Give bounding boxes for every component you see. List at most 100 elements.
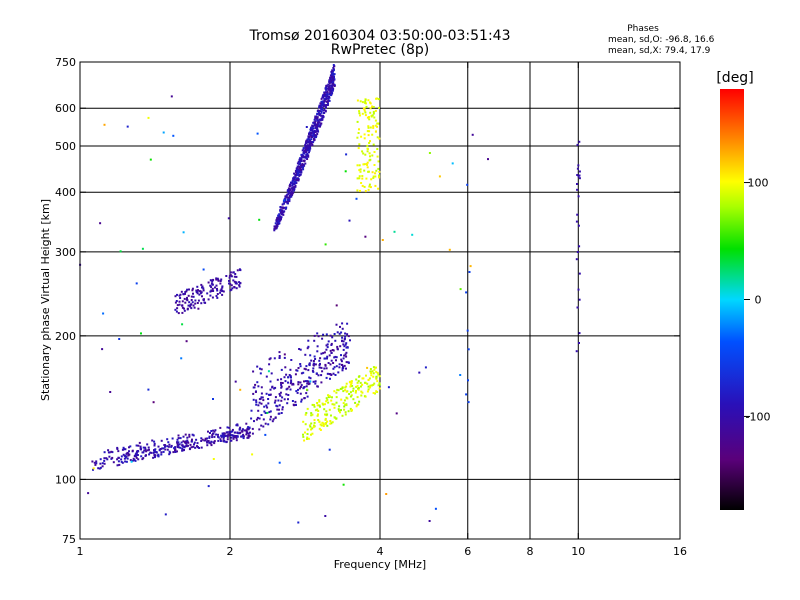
data-point	[287, 394, 290, 396]
data-point	[176, 304, 179, 307]
data-point	[181, 306, 184, 309]
data-point	[318, 366, 321, 369]
colorbar-tick-label: 0	[755, 294, 762, 307]
data-point	[356, 99, 359, 102]
data-point	[469, 265, 472, 268]
data-point	[366, 390, 369, 393]
data-point	[306, 149, 309, 151]
data-point	[378, 106, 380, 109]
data-point	[216, 296, 219, 299]
data-point	[166, 445, 169, 448]
data-point	[281, 209, 284, 212]
data-point	[331, 73, 334, 76]
data-point	[226, 435, 229, 438]
data-point	[290, 376, 292, 379]
data-point	[342, 348, 345, 351]
data-point	[328, 448, 331, 451]
data-point	[312, 367, 315, 370]
data-point	[215, 295, 218, 297]
data-point	[187, 441, 190, 444]
data-point	[252, 392, 255, 395]
data-point	[286, 402, 289, 405]
data-point	[238, 268, 241, 271]
data-point	[375, 390, 378, 393]
data-point	[333, 406, 336, 409]
data-point	[395, 412, 398, 415]
data-point	[326, 420, 329, 423]
data-point	[376, 148, 379, 150]
data-point	[155, 451, 158, 454]
data-point	[339, 411, 341, 414]
data-point	[97, 467, 100, 470]
data-point	[200, 302, 203, 305]
data-point	[264, 412, 267, 414]
data-point	[288, 185, 291, 188]
data-point	[331, 396, 333, 399]
data-point	[241, 430, 244, 433]
data-point	[164, 513, 167, 516]
data-point	[321, 118, 324, 121]
data-point	[342, 343, 345, 346]
data-point	[320, 97, 323, 100]
data-point	[372, 126, 375, 129]
data-point	[134, 453, 137, 456]
data-point	[280, 368, 283, 371]
data-point	[343, 364, 346, 367]
data-point	[369, 186, 372, 189]
data-point	[334, 374, 337, 376]
data-point	[359, 170, 362, 173]
data-point	[171, 437, 174, 440]
data-point	[280, 385, 283, 388]
data-point	[359, 381, 362, 384]
data-point	[287, 196, 290, 199]
data-point	[312, 426, 315, 429]
data-point	[329, 363, 332, 366]
data-point	[300, 157, 303, 160]
data-point	[211, 287, 214, 290]
data-point	[359, 114, 361, 117]
data-point	[325, 367, 328, 370]
data-point	[286, 196, 289, 199]
data-point	[200, 440, 203, 442]
data-point	[312, 360, 315, 362]
data-point	[327, 83, 330, 86]
data-point	[251, 453, 254, 456]
data-point	[333, 403, 336, 406]
data-point	[361, 391, 364, 394]
data-point	[139, 445, 142, 448]
data-point	[188, 288, 190, 291]
data-point	[126, 457, 129, 460]
data-point	[166, 438, 169, 441]
data-point	[335, 365, 338, 368]
colorbar-tick-label: -100	[746, 410, 771, 423]
data-point	[230, 275, 233, 278]
data-point	[378, 137, 381, 140]
data-point	[289, 388, 292, 391]
data-point	[176, 450, 178, 453]
data-point	[373, 382, 376, 385]
data-point	[357, 387, 360, 389]
data-point	[321, 337, 324, 340]
data-point	[238, 285, 241, 288]
data-point	[326, 87, 329, 90]
data-point	[575, 220, 578, 223]
data-point	[322, 105, 325, 108]
data-point	[233, 280, 236, 283]
data-point	[219, 440, 222, 442]
data-point	[319, 405, 321, 408]
data-point	[296, 162, 299, 165]
data-point	[347, 410, 350, 413]
data-point	[121, 461, 124, 464]
data-point	[338, 366, 341, 369]
data-point	[371, 114, 374, 117]
data-point	[110, 450, 113, 453]
data-point	[306, 436, 309, 439]
data-point	[325, 376, 328, 379]
data-point	[233, 434, 236, 437]
data-point	[328, 86, 330, 89]
data-point	[320, 424, 323, 427]
data-point	[257, 404, 260, 407]
data-point	[309, 147, 312, 150]
data-point	[367, 388, 370, 391]
x-tick-label: 8	[527, 545, 534, 558]
